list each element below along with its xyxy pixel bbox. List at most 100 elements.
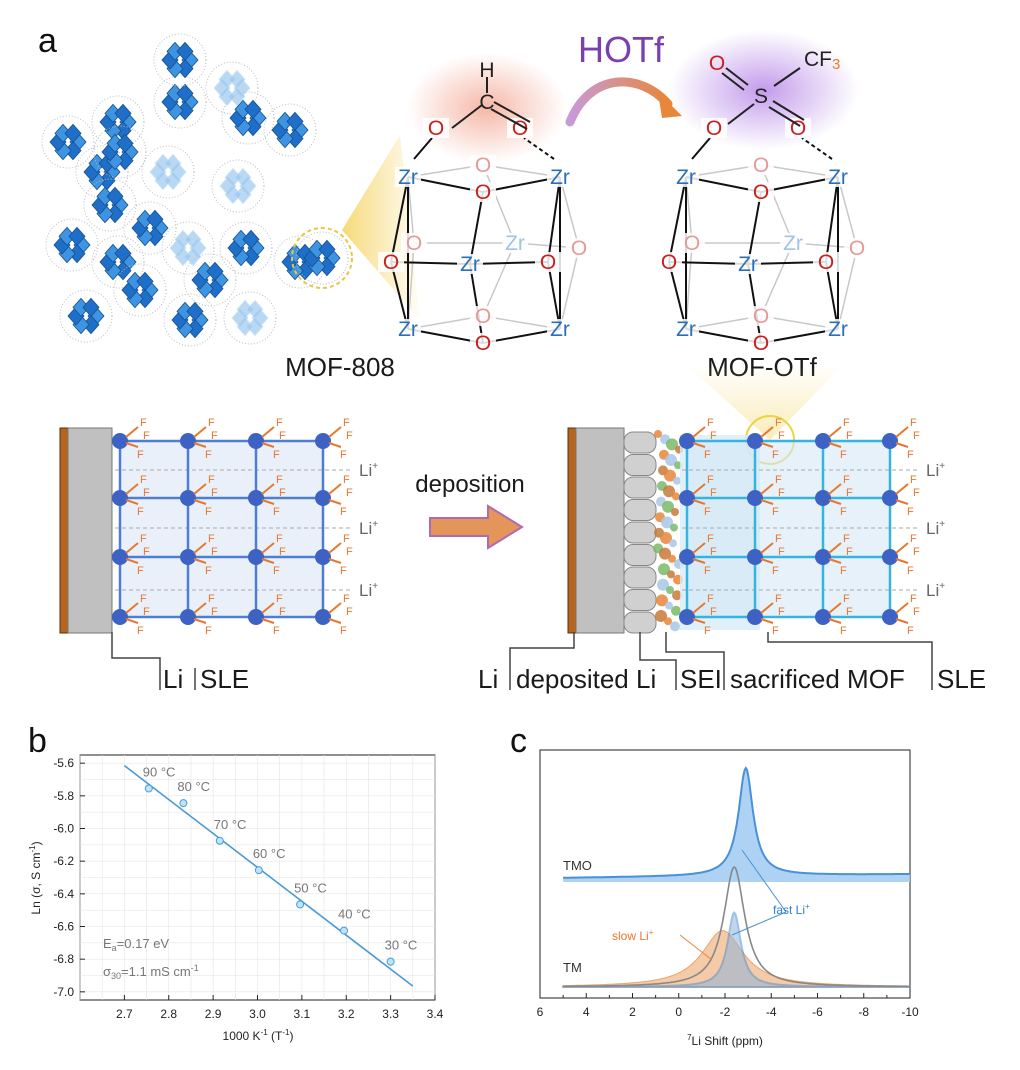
svg-text:F: F bbox=[907, 449, 914, 461]
x-tick-label: 3.4 bbox=[427, 1007, 444, 1021]
svg-text:F: F bbox=[273, 449, 280, 461]
atom-o: O bbox=[753, 332, 769, 355]
svg-text:F: F bbox=[907, 625, 914, 637]
right-stack-labels: Li deposited Li SEI sacrificed MOF SLE bbox=[478, 632, 986, 694]
x-tick-label: 3.1 bbox=[294, 1007, 311, 1021]
y-tick-label: -7.0 bbox=[53, 985, 74, 999]
svg-text:F: F bbox=[710, 606, 717, 618]
li-ion-label: Li+ bbox=[926, 581, 945, 600]
mof-node bbox=[248, 549, 264, 565]
svg-text:F: F bbox=[775, 533, 782, 545]
svg-text:F: F bbox=[707, 417, 714, 429]
svg-text:F: F bbox=[205, 506, 212, 518]
li-ion-label: Li+ bbox=[926, 461, 945, 480]
zr-polyhedron-cluster bbox=[161, 221, 215, 275]
svg-text:F: F bbox=[343, 417, 350, 429]
svg-text:F: F bbox=[273, 565, 280, 577]
mof-node bbox=[679, 609, 695, 625]
data-point bbox=[179, 799, 188, 808]
y-tick-label: -6.0 bbox=[53, 822, 74, 836]
svg-text:F: F bbox=[910, 593, 917, 605]
tmo-fill bbox=[563, 768, 910, 882]
svg-text:F: F bbox=[143, 430, 150, 442]
plot-b-fit-line bbox=[123, 764, 414, 987]
atom-o-back: O bbox=[753, 305, 769, 328]
svg-text:F: F bbox=[778, 430, 785, 442]
svg-text:F: F bbox=[211, 606, 218, 618]
triflate-group: S O CF3 bbox=[709, 48, 840, 127]
atom-h: H bbox=[479, 59, 494, 82]
mof-node bbox=[180, 433, 196, 449]
formate-group: H C bbox=[451, 59, 531, 130]
svg-text:F: F bbox=[840, 449, 847, 461]
mof-node bbox=[882, 609, 898, 625]
mof-node bbox=[815, 490, 831, 506]
svg-text:F: F bbox=[137, 565, 144, 577]
mof-808-label: MOF-808 bbox=[285, 352, 395, 382]
svg-text:F: F bbox=[276, 533, 283, 545]
x-tick-label: 2.8 bbox=[160, 1007, 177, 1021]
svg-text:F: F bbox=[910, 533, 917, 545]
svg-text:F: F bbox=[276, 474, 283, 486]
mof-node bbox=[747, 549, 763, 565]
svg-text:F: F bbox=[704, 565, 711, 577]
x-tick-label: 0 bbox=[675, 1005, 682, 1019]
svg-text:F: F bbox=[140, 474, 147, 486]
zr-polyhedron-cluster bbox=[41, 115, 95, 169]
data-point bbox=[144, 784, 153, 793]
svg-text:F: F bbox=[343, 533, 350, 545]
x-tick-label: 3.3 bbox=[382, 1007, 399, 1021]
x-tick-label: -4 bbox=[766, 1005, 777, 1019]
svg-text:F: F bbox=[208, 417, 215, 429]
atom-o: O bbox=[428, 117, 444, 140]
mof-node bbox=[112, 490, 128, 506]
mof-node bbox=[315, 609, 331, 625]
y-tick-label: -6.2 bbox=[53, 854, 74, 868]
zr-polyhedron-cluster bbox=[153, 33, 207, 87]
zr-polyhedron-cluster bbox=[93, 125, 147, 179]
tm-spectrum bbox=[563, 865, 910, 988]
mof-node bbox=[315, 549, 331, 565]
atom-zr: Zr bbox=[828, 318, 848, 341]
svg-text:F: F bbox=[775, 593, 782, 605]
svg-text:F: F bbox=[143, 487, 150, 499]
atom-c: C bbox=[479, 91, 494, 114]
battery-stack-before: Li+Li+Li+FFFFFFFFFFFFFFFFFFFFFFFFFFFFFFF… bbox=[59, 417, 378, 637]
svg-text:F: F bbox=[707, 474, 714, 486]
svg-text:F: F bbox=[840, 506, 847, 518]
arrhenius-plot: 2.7 2.8 2.9 3.0 3.1 3.2 3.3 3.4 -5.6 -5.8 -6.0 -6.2… bbox=[28, 754, 444, 1043]
mof-node bbox=[180, 609, 196, 625]
svg-text:F: F bbox=[843, 417, 850, 429]
mof-node bbox=[315, 490, 331, 506]
zr-polyhedron-cluster bbox=[263, 103, 317, 157]
svg-text:F: F bbox=[710, 487, 717, 499]
svg-text:F: F bbox=[710, 546, 717, 558]
panel-c-letter: c bbox=[510, 722, 527, 760]
atom-o: O bbox=[706, 117, 722, 140]
x-tick-label: 3.2 bbox=[338, 1007, 355, 1021]
x-tick-label: 2.9 bbox=[205, 1007, 222, 1021]
data-point bbox=[215, 836, 224, 845]
data-point bbox=[296, 900, 305, 909]
mof-node bbox=[248, 490, 264, 506]
svg-text:F: F bbox=[276, 417, 283, 429]
zoom-circle bbox=[291, 227, 353, 289]
svg-text:F: F bbox=[707, 533, 714, 545]
svg-text:F: F bbox=[205, 565, 212, 577]
zr-polyhedron-cluster bbox=[123, 201, 177, 255]
zr-polyhedron-cluster bbox=[219, 221, 273, 275]
svg-text:F: F bbox=[340, 625, 347, 637]
label-sle-right: SLE bbox=[937, 664, 986, 694]
svg-text:F: F bbox=[843, 593, 850, 605]
atom-o: O bbox=[753, 181, 769, 204]
svg-text:F: F bbox=[137, 506, 144, 518]
svg-text:F: F bbox=[772, 506, 779, 518]
svg-text:F: F bbox=[140, 533, 147, 545]
zr-polyhedron-cluster bbox=[153, 75, 207, 129]
svg-text:F: F bbox=[205, 625, 212, 637]
reagent-hotf: HOTf bbox=[578, 29, 665, 70]
atom-zr-back: Zr bbox=[783, 232, 803, 255]
mof-node bbox=[112, 549, 128, 565]
zr-polyhedron-cluster bbox=[223, 291, 277, 345]
svg-text:F: F bbox=[913, 487, 920, 499]
